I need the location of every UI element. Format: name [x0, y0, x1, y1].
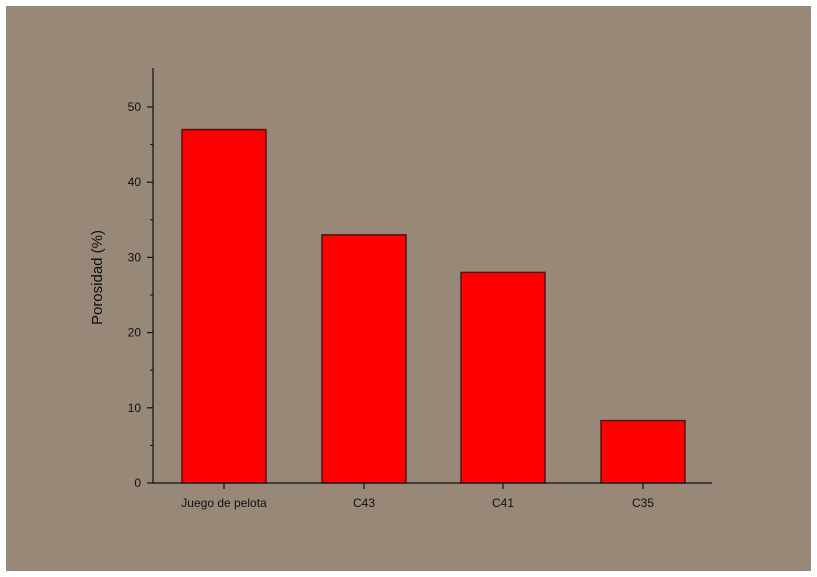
y-tick-label: 20 [128, 326, 142, 340]
y-ticks-group: 0 10 20 30 40 50 [128, 100, 153, 490]
y-axis-title: Porosidad (%) [89, 230, 106, 325]
bar-c41 [460, 271, 546, 484]
y-tick-label: 0 [134, 476, 141, 490]
bars-group [181, 128, 686, 484]
y-tick-label: 40 [128, 175, 142, 189]
y-tick-label: 30 [128, 250, 142, 264]
bar-juego-de-pelota [181, 128, 267, 484]
axes-group [152, 68, 712, 484]
x-tick-label: Juego de pelota [181, 496, 267, 510]
y-tick-label: 50 [128, 100, 142, 114]
y-tick-label: 10 [128, 401, 142, 415]
bar-c35 [600, 419, 686, 484]
x-tick-label: C43 [353, 496, 375, 510]
bar-c43 [321, 234, 407, 484]
x-tick-label: C35 [632, 496, 654, 510]
x-ticks-group: Juego de pelota C43 C41 C35 [181, 483, 654, 510]
x-tick-label: C41 [492, 496, 514, 510]
